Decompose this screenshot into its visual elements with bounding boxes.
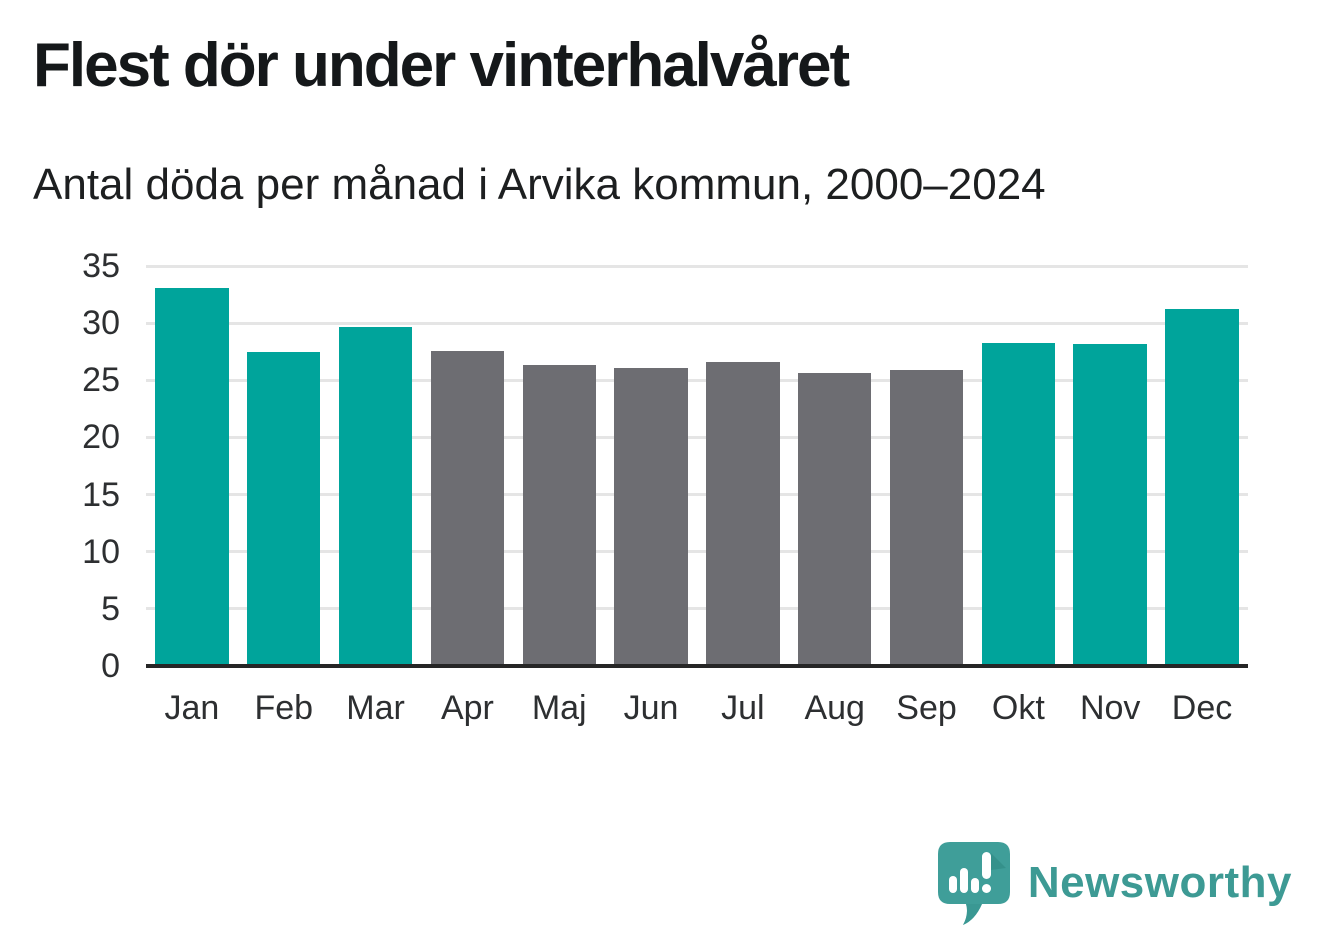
bar-apr (430, 350, 505, 666)
y-tick-label-30: 30 (82, 304, 120, 343)
gridline-10 (146, 550, 1248, 554)
bar-slot-apr (421, 266, 513, 666)
x-tick-label-maj: Maj (531, 689, 587, 727)
gridline-35 (146, 264, 1248, 268)
x-tick-label-jan: Jan (164, 689, 220, 727)
y-tick-label-0: 0 (101, 647, 120, 685)
bar-series (146, 266, 1248, 666)
x-tick-label-nov: Nov (1079, 689, 1141, 727)
plot-area (146, 264, 1248, 668)
newsworthy-logo: Newsworthy (936, 840, 1292, 926)
bar-slot-nov (1064, 266, 1156, 666)
bar-slot-dec (1156, 266, 1248, 666)
newsworthy-speech-bubble-icon (937, 842, 1010, 925)
bar-aug (797, 373, 872, 666)
bar-okt (981, 342, 1056, 666)
bar-feb (247, 351, 321, 666)
newsworthy-logo-text: Newsworthy (1027, 858, 1292, 907)
x-tick-label-apr: Apr (440, 689, 494, 727)
gridlines (146, 264, 1248, 666)
y-tick-label-25: 25 (82, 361, 120, 400)
bar-slot-jan (146, 266, 238, 666)
gridline-15 (146, 493, 1248, 497)
bar-nov (1073, 343, 1147, 666)
bar-dec (1165, 309, 1239, 666)
bar-mar (338, 326, 413, 666)
y-tick-label-15: 15 (82, 475, 120, 514)
bar-maj (522, 365, 596, 666)
bar-slot-aug (789, 266, 881, 666)
page-title: Flest dör under vinterhalvåret (33, 31, 850, 100)
gridline-20 (146, 435, 1248, 439)
bar-slot-okt (972, 266, 1064, 666)
bar-slot-maj (513, 266, 605, 666)
y-axis: 0 5 10 15 20 25 30 35 (0, 247, 120, 685)
y-tick-label-20: 20 (82, 418, 120, 457)
y-tick-label-35: 35 (82, 247, 120, 285)
bar-jun (614, 367, 688, 666)
x-tick-label-feb: Feb (254, 689, 314, 727)
bar-jan (155, 287, 229, 666)
x-tick-label-mar: Mar (346, 689, 405, 727)
gridline-30 (146, 321, 1248, 325)
x-tick-label-jun: Jun (623, 689, 679, 727)
x-tick-label-sep: Sep (896, 689, 957, 727)
x-tick-label-jul: Jul (721, 689, 765, 727)
y-tick-label-5: 5 (101, 589, 120, 628)
x-tick-label-okt: Okt (991, 689, 1045, 727)
gridline-5 (146, 607, 1248, 611)
bar-slot-sep (881, 266, 973, 666)
bar-jul (706, 362, 780, 666)
y-tick-label-10: 10 (82, 532, 120, 571)
x-tick-label-aug: Aug (804, 689, 865, 727)
gridline-25 (146, 378, 1248, 382)
x-axis: Jan Feb Mar Apr Maj Jun Jul Aug Sep Okt Nov Dec (146, 686, 1248, 730)
bar-slot-jul (697, 266, 789, 666)
x-axis-line (146, 664, 1248, 668)
bar-slot-jun (605, 266, 697, 666)
bar-slot-feb (238, 266, 330, 666)
x-tick-label-dec: Dec (1171, 689, 1233, 727)
chart-subtitle: Antal döda per månad i Arvika kommun, 20… (33, 160, 1046, 209)
bar-sep (889, 370, 964, 666)
bar-slot-mar (330, 266, 422, 666)
